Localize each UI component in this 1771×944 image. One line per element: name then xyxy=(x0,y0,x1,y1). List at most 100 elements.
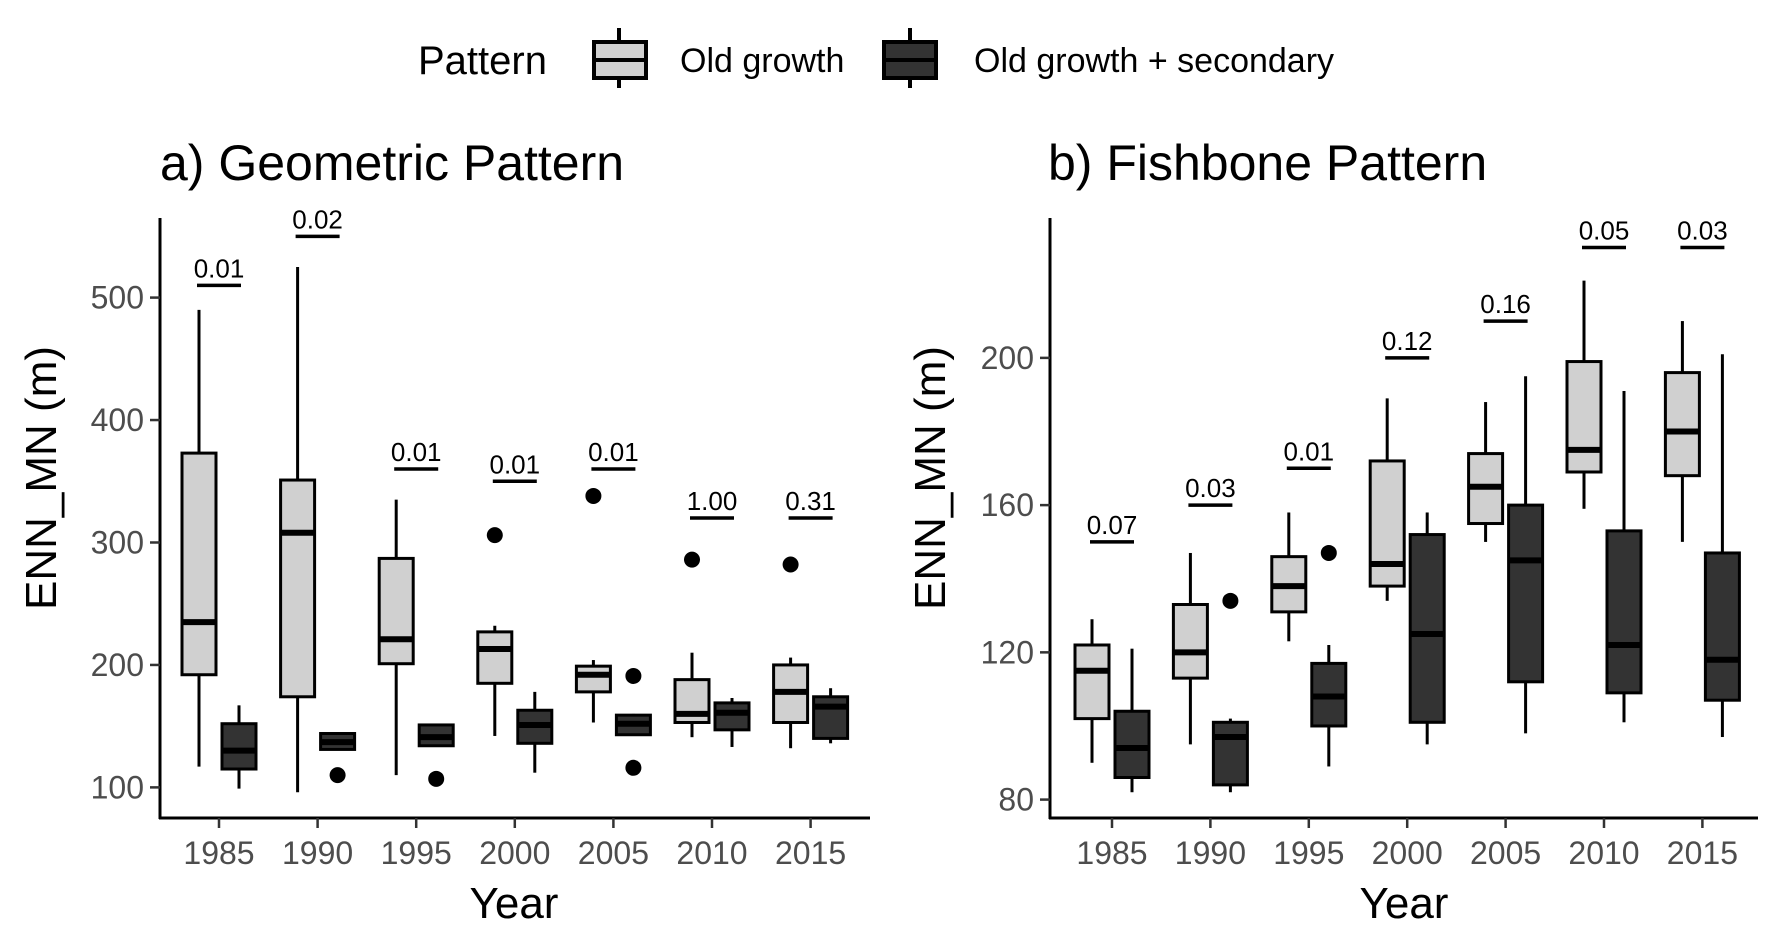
box-old-growth-2010 xyxy=(1565,280,1603,509)
panel-title-a: a) Geometric Pattern xyxy=(160,135,624,191)
outlier-point xyxy=(329,767,346,784)
x-tick-label: 1985 xyxy=(1076,835,1147,871)
x-tick-label: 1995 xyxy=(381,835,452,871)
y-axis-title-b: ENN_MN (m) xyxy=(906,346,955,610)
legend-key-old-growth xyxy=(592,28,648,88)
y-tick-label: 400 xyxy=(91,402,144,438)
outlier-point xyxy=(1222,592,1239,609)
box-old-growth-secondary-2010 xyxy=(713,698,751,747)
box-old-growth-secondary-2000 xyxy=(1408,512,1446,745)
box-old-growth-1990 xyxy=(1171,552,1209,745)
box-body xyxy=(1113,709,1151,780)
box-old-growth-secondary-2010 xyxy=(1605,391,1643,723)
box-old-growth-2015 xyxy=(1663,321,1701,542)
box-body xyxy=(574,664,612,694)
y-tick-label: 500 xyxy=(91,280,144,316)
box-old-growth-secondary-1990 xyxy=(1211,592,1249,793)
y-tick-label: 200 xyxy=(981,340,1034,376)
box-body xyxy=(279,478,317,699)
x-tick-label: 2015 xyxy=(1667,835,1738,871)
box-old-growth-1995 xyxy=(377,499,415,776)
box-body xyxy=(1663,371,1701,478)
box-body xyxy=(1565,360,1603,474)
x-tick-label: 2010 xyxy=(1568,835,1639,871)
box-body xyxy=(1368,459,1406,588)
box-old-growth-2000 xyxy=(1368,398,1406,601)
box-old-growth-2000 xyxy=(476,527,514,736)
outlier-point xyxy=(486,527,503,544)
x-tick-label: 2005 xyxy=(1470,835,1541,871)
box-old-growth-2005 xyxy=(1467,402,1505,542)
pvalue-label: 0.31 xyxy=(785,486,836,516)
box-old-growth-secondary-1985 xyxy=(1113,648,1151,793)
box-old-growth-1995 xyxy=(1270,512,1308,642)
y-tick-label: 120 xyxy=(981,634,1034,670)
y-tick-label: 200 xyxy=(91,647,144,683)
pvalue-label: 0.01 xyxy=(391,437,442,467)
x-tick-label: 2015 xyxy=(775,835,846,871)
outlier-point xyxy=(428,770,445,787)
pvalue-label: 0.07 xyxy=(1087,510,1138,540)
box-body xyxy=(220,722,258,771)
x-tick-label: 2000 xyxy=(479,835,550,871)
legend-title: Pattern xyxy=(418,39,547,83)
x-tick-label: 1985 xyxy=(183,835,254,871)
box-body xyxy=(377,556,415,666)
y-axis-title-a: ENN_MN (m) xyxy=(17,346,66,610)
box-body xyxy=(1703,551,1741,702)
box-old-growth-1985 xyxy=(1073,619,1111,763)
pvalue-label: 0.03 xyxy=(1677,215,1728,245)
outlier-point xyxy=(782,556,799,573)
box-old-growth-2010 xyxy=(673,551,711,738)
panel-title-b: b) Fishbone Pattern xyxy=(1048,135,1487,191)
x-axis-title-a: Year xyxy=(470,879,559,928)
pvalue-label: 0.01 xyxy=(1283,436,1334,466)
box-body xyxy=(1211,720,1249,787)
box-old-growth-1985 xyxy=(180,309,218,767)
pvalue-label: 0.01 xyxy=(489,449,540,479)
pvalue-label: 0.16 xyxy=(1480,289,1531,319)
outlier-point xyxy=(585,487,602,504)
box-body xyxy=(1605,529,1643,695)
legend-label-old-growth: Old growth xyxy=(680,42,844,80)
pvalue-label: 0.01 xyxy=(194,253,245,283)
panel-geometric-pattern: a) Geometric Pattern ENN_MN (m) Year 100… xyxy=(17,135,870,928)
legend-key-old-growth-secondary xyxy=(882,28,938,88)
plot-area-b: 80 120 160 200 1985 1990 1995 2000 2005 2010 2015 0… xyxy=(981,215,1758,871)
outlier-point xyxy=(1320,544,1337,561)
box-body xyxy=(812,695,850,740)
x-axis-title-b: Year xyxy=(1360,879,1449,928)
box-old-growth-secondary-1995 xyxy=(417,723,455,787)
x-tick-label: 2005 xyxy=(578,835,649,871)
box-old-growth-1990 xyxy=(279,266,317,793)
pvalue-label: 0.01 xyxy=(588,437,639,467)
y-tick-label: 80 xyxy=(998,782,1034,818)
pvalue-label: 0.03 xyxy=(1185,473,1236,503)
outlier-point xyxy=(684,551,700,568)
box-old-growth-2005 xyxy=(574,487,612,723)
y-tick-label: 160 xyxy=(981,487,1034,523)
y-tick-label: 300 xyxy=(91,524,144,560)
x-tick-label: 1990 xyxy=(1175,835,1246,871)
y-tick-label: 100 xyxy=(91,769,144,805)
box-old-growth-2015 xyxy=(772,556,810,749)
box-old-growth-secondary-2005 xyxy=(1507,376,1545,734)
box-body xyxy=(180,451,218,677)
outlier-point xyxy=(625,759,642,776)
box-old-growth-secondary-1985 xyxy=(220,705,258,789)
x-tick-label: 1990 xyxy=(282,835,353,871)
box-body xyxy=(713,701,751,732)
box-body xyxy=(1073,643,1111,721)
box-body xyxy=(1507,503,1545,684)
box-old-growth-secondary-2005 xyxy=(614,667,652,776)
box-old-growth-secondary-2015 xyxy=(812,688,850,744)
box-old-growth-secondary-2000 xyxy=(516,691,554,773)
pvalue-label: 0.02 xyxy=(292,204,343,234)
pvalue-label: 1.00 xyxy=(687,486,738,516)
plot-area-a: 100 200 300 400 500 1985 1990 1995 2000 2005 2010 2… xyxy=(91,204,870,871)
box-old-growth-secondary-1990 xyxy=(319,732,357,784)
pvalue-label: 0.05 xyxy=(1579,215,1630,245)
box-old-growth-secondary-1995 xyxy=(1310,544,1348,767)
x-tick-label: 2000 xyxy=(1372,835,1443,871)
